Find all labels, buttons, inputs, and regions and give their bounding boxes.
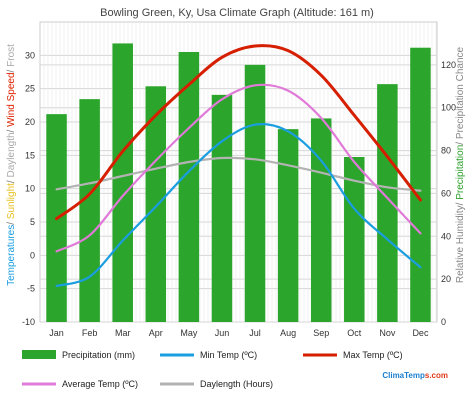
axis-title-part: Relative Humidity xyxy=(455,205,466,283)
precipitation-bar xyxy=(79,99,100,323)
precipitation-bar xyxy=(277,129,299,322)
month-label: Mar xyxy=(115,328,131,338)
legend-label: Average Temp (ºC) xyxy=(62,379,138,389)
min-temp-c-line xyxy=(55,123,422,288)
max-temp-c-line xyxy=(55,44,422,221)
brand-part: ClimaTemp xyxy=(382,371,425,380)
left-axis-ticks: -10 -5 0 5 10 15 20 25 30 xyxy=(22,50,35,327)
right-tick-label: 60 xyxy=(441,188,451,198)
left-tick-label: 15 xyxy=(25,150,35,160)
precipitation-bar xyxy=(344,157,365,322)
month-label: Oct xyxy=(347,328,362,338)
month-label: Jun xyxy=(215,328,230,338)
left-tick-label: 20 xyxy=(25,117,35,127)
brand-label: ClimaTemps.com xyxy=(382,371,448,380)
axis-title-part: / xyxy=(455,200,466,206)
left-axis-title: Temperatures/ Sunlight/ Daylength/ Wind … xyxy=(6,44,17,286)
precipitation-bar xyxy=(211,94,233,322)
axis-title-part: Precipitation xyxy=(455,145,466,200)
left-tick-label: 0 xyxy=(30,250,35,260)
axis-title-part: Frost xyxy=(6,44,17,67)
axis-title-part: / xyxy=(455,139,466,145)
month-label: Aug xyxy=(280,328,296,338)
legend-label: Max Temp (ºC) xyxy=(343,350,403,360)
precipitation-bar xyxy=(310,118,332,322)
x-axis-labels: Jan Feb Mar Apr May Jun Jul Aug Sep Oct Nov Dec xyxy=(49,328,429,338)
axis-title-part: Daylength xyxy=(6,132,17,177)
right-tick-label: 100 xyxy=(441,103,456,113)
axis-title-part: Sunlight xyxy=(6,183,17,219)
precipitation-bar xyxy=(178,52,200,322)
legend-label: Precipitation (mm) xyxy=(62,350,135,360)
month-label: Sep xyxy=(313,328,329,338)
month-label: May xyxy=(180,328,198,338)
precipitation-bar xyxy=(145,86,167,323)
axis-title-part: / xyxy=(6,219,17,225)
axis-title-part: / xyxy=(6,178,17,184)
legend-label: Daylength (Hours) xyxy=(200,379,273,389)
month-label: Nov xyxy=(379,328,396,338)
left-tick-label: 5 xyxy=(30,217,35,227)
legend-label: Min Temp (ºC) xyxy=(200,350,257,360)
right-axis-title: Relative Humidity/ Precipitation/ Precip… xyxy=(455,46,466,283)
precipitation-bar xyxy=(244,64,266,322)
axis-title-part: Temperatures xyxy=(6,225,17,286)
axis-title-part: Precipitation Chance xyxy=(455,46,466,139)
legend: Precipitation (mm) Min Temp (ºC) Max Temp … xyxy=(22,350,403,389)
right-tick-label: 20 xyxy=(441,274,451,284)
brand-part: s.com xyxy=(425,371,448,380)
axis-title-part: Wind Speed xyxy=(6,72,17,126)
precipitation-bar xyxy=(410,47,431,322)
chart-title: Bowling Green, Ky, Usa Climate Graph (Al… xyxy=(100,7,374,19)
average-temp-c-line xyxy=(55,83,422,253)
daylength-hours-line xyxy=(55,156,422,192)
month-label: Dec xyxy=(412,328,429,338)
precipitation-bar xyxy=(112,43,133,323)
right-tick-label: 120 xyxy=(441,60,456,70)
legend-swatch xyxy=(22,350,56,359)
right-tick-label: 40 xyxy=(441,231,451,241)
left-tick-label: 30 xyxy=(25,50,35,60)
month-label: Feb xyxy=(82,328,98,338)
month-label: Jan xyxy=(49,328,64,338)
precipitation-bar xyxy=(377,84,398,323)
axis-title-part: / xyxy=(6,127,17,133)
month-label: Apr xyxy=(149,328,163,338)
axis-title-part: / xyxy=(6,67,17,73)
left-tick-label: 10 xyxy=(25,184,35,194)
right-tick-label: 80 xyxy=(441,146,451,156)
month-label: Jul xyxy=(249,328,261,338)
left-tick-label: -10 xyxy=(22,317,35,327)
temperature-lines xyxy=(55,44,422,288)
left-tick-label: 25 xyxy=(25,84,35,94)
left-tick-label: -5 xyxy=(27,284,35,294)
right-axis-ticks: 0 20 40 60 80 100 120 xyxy=(441,60,456,327)
right-tick-label: 0 xyxy=(441,317,446,327)
